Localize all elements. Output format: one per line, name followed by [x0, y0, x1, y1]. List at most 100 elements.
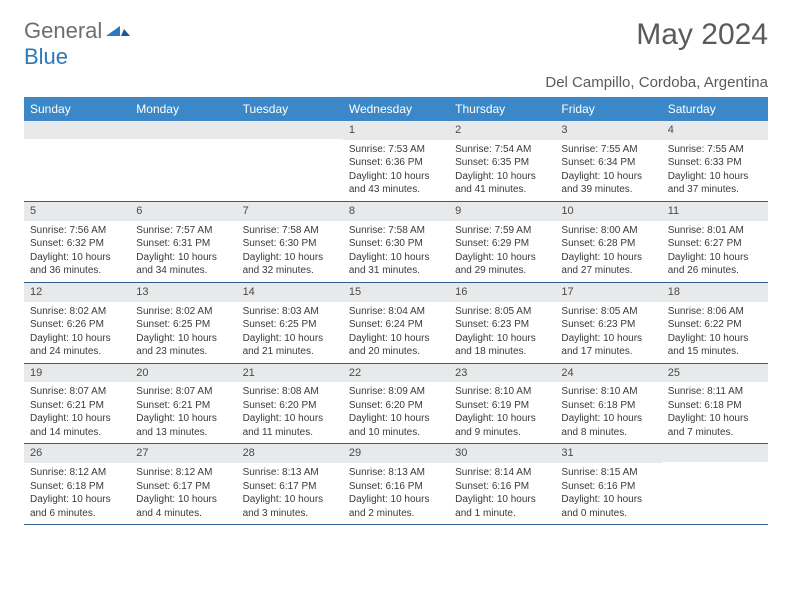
sunset-line: Sunset: 6:36 PM — [349, 156, 443, 170]
day-content: Sunrise: 8:06 AMSunset: 6:22 PMDaylight:… — [662, 302, 768, 363]
sunset-line: Sunset: 6:17 PM — [136, 480, 230, 494]
sunrise-line: Sunrise: 8:05 AM — [455, 305, 549, 319]
day-number: 20 — [130, 364, 236, 383]
sunrise-line: Sunrise: 7:55 AM — [668, 143, 762, 157]
day-number: 15 — [343, 283, 449, 302]
day-content: Sunrise: 8:13 AMSunset: 6:16 PMDaylight:… — [343, 463, 449, 524]
sunrise-line: Sunrise: 8:01 AM — [668, 224, 762, 238]
day-cell: 23Sunrise: 8:10 AMSunset: 6:19 PMDayligh… — [449, 364, 555, 444]
header: GeneralBlue May 2024 — [24, 18, 768, 70]
sunset-line: Sunset: 6:27 PM — [668, 237, 762, 251]
daylight-line: Daylight: 10 hours and 24 minutes. — [30, 332, 124, 359]
daylight-line: Daylight: 10 hours and 37 minutes. — [668, 170, 762, 197]
day-cell: 4Sunrise: 7:55 AMSunset: 6:33 PMDaylight… — [662, 121, 768, 201]
weekday-header: Saturday — [662, 97, 768, 121]
day-cell: 9Sunrise: 7:59 AMSunset: 6:29 PMDaylight… — [449, 202, 555, 282]
day-number: 21 — [237, 364, 343, 383]
day-number: 12 — [24, 283, 130, 302]
location-subtitle: Del Campillo, Cordoba, Argentina — [24, 74, 768, 91]
day-cell: 12Sunrise: 8:02 AMSunset: 6:26 PMDayligh… — [24, 283, 130, 363]
day-number: 8 — [343, 202, 449, 221]
sunset-line: Sunset: 6:23 PM — [561, 318, 655, 332]
day-number: 28 — [237, 444, 343, 463]
daylight-line: Daylight: 10 hours and 23 minutes. — [136, 332, 230, 359]
sunrise-line: Sunrise: 7:58 AM — [349, 224, 443, 238]
day-cell: 14Sunrise: 8:03 AMSunset: 6:25 PMDayligh… — [237, 283, 343, 363]
day-content: Sunrise: 8:05 AMSunset: 6:23 PMDaylight:… — [555, 302, 661, 363]
sunrise-line: Sunrise: 8:12 AM — [30, 466, 124, 480]
day-content: Sunrise: 8:02 AMSunset: 6:25 PMDaylight:… — [130, 302, 236, 363]
day-content: Sunrise: 8:03 AMSunset: 6:25 PMDaylight:… — [237, 302, 343, 363]
daylight-line: Daylight: 10 hours and 29 minutes. — [455, 251, 549, 278]
daylight-line: Daylight: 10 hours and 34 minutes. — [136, 251, 230, 278]
day-number: 1 — [343, 121, 449, 140]
sunset-line: Sunset: 6:24 PM — [349, 318, 443, 332]
day-number: 10 — [555, 202, 661, 221]
day-content: Sunrise: 8:10 AMSunset: 6:18 PMDaylight:… — [555, 382, 661, 443]
sunrise-line: Sunrise: 8:05 AM — [561, 305, 655, 319]
daylight-line: Daylight: 10 hours and 11 minutes. — [243, 412, 337, 439]
sunrise-line: Sunrise: 8:10 AM — [561, 385, 655, 399]
empty-day-bar — [130, 121, 236, 139]
day-cell: 2Sunrise: 7:54 AMSunset: 6:35 PMDaylight… — [449, 121, 555, 201]
day-cell: 1Sunrise: 7:53 AMSunset: 6:36 PMDaylight… — [343, 121, 449, 201]
day-number: 23 — [449, 364, 555, 383]
page-title: May 2024 — [636, 18, 768, 52]
sunrise-line: Sunrise: 8:08 AM — [243, 385, 337, 399]
day-number: 6 — [130, 202, 236, 221]
day-number: 16 — [449, 283, 555, 302]
day-content: Sunrise: 7:55 AMSunset: 6:33 PMDaylight:… — [662, 140, 768, 201]
day-cell: 24Sunrise: 8:10 AMSunset: 6:18 PMDayligh… — [555, 364, 661, 444]
day-number: 2 — [449, 121, 555, 140]
sunset-line: Sunset: 6:33 PM — [668, 156, 762, 170]
weekday-header: Wednesday — [343, 97, 449, 121]
weekday-header-row: SundayMondayTuesdayWednesdayThursdayFrid… — [24, 97, 768, 121]
day-number: 13 — [130, 283, 236, 302]
day-content: Sunrise: 7:57 AMSunset: 6:31 PMDaylight:… — [130, 221, 236, 282]
day-content: Sunrise: 8:13 AMSunset: 6:17 PMDaylight:… — [237, 463, 343, 524]
week-row: 12Sunrise: 8:02 AMSunset: 6:26 PMDayligh… — [24, 283, 768, 364]
day-number: 30 — [449, 444, 555, 463]
week-row: 1Sunrise: 7:53 AMSunset: 6:36 PMDaylight… — [24, 121, 768, 202]
day-cell: 15Sunrise: 8:04 AMSunset: 6:24 PMDayligh… — [343, 283, 449, 363]
daylight-line: Daylight: 10 hours and 41 minutes. — [455, 170, 549, 197]
daylight-line: Daylight: 10 hours and 7 minutes. — [668, 412, 762, 439]
day-cell: 19Sunrise: 8:07 AMSunset: 6:21 PMDayligh… — [24, 364, 130, 444]
empty-day-bar — [24, 121, 130, 139]
daylight-line: Daylight: 10 hours and 8 minutes. — [561, 412, 655, 439]
sunset-line: Sunset: 6:20 PM — [243, 399, 337, 413]
sunrise-line: Sunrise: 8:07 AM — [136, 385, 230, 399]
day-cell: 25Sunrise: 8:11 AMSunset: 6:18 PMDayligh… — [662, 364, 768, 444]
sunrise-line: Sunrise: 7:56 AM — [30, 224, 124, 238]
day-content: Sunrise: 7:54 AMSunset: 6:35 PMDaylight:… — [449, 140, 555, 201]
day-content: Sunrise: 7:59 AMSunset: 6:29 PMDaylight:… — [449, 221, 555, 282]
day-cell: 6Sunrise: 7:57 AMSunset: 6:31 PMDaylight… — [130, 202, 236, 282]
day-cell: 28Sunrise: 8:13 AMSunset: 6:17 PMDayligh… — [237, 444, 343, 524]
day-number: 29 — [343, 444, 449, 463]
day-content: Sunrise: 7:55 AMSunset: 6:34 PMDaylight:… — [555, 140, 661, 201]
day-cell: 18Sunrise: 8:06 AMSunset: 6:22 PMDayligh… — [662, 283, 768, 363]
day-content: Sunrise: 8:15 AMSunset: 6:16 PMDaylight:… — [555, 463, 661, 524]
day-content: Sunrise: 8:05 AMSunset: 6:23 PMDaylight:… — [449, 302, 555, 363]
sunset-line: Sunset: 6:22 PM — [668, 318, 762, 332]
daylight-line: Daylight: 10 hours and 9 minutes. — [455, 412, 549, 439]
day-cell: 17Sunrise: 8:05 AMSunset: 6:23 PMDayligh… — [555, 283, 661, 363]
day-content: Sunrise: 7:56 AMSunset: 6:32 PMDaylight:… — [24, 221, 130, 282]
sunset-line: Sunset: 6:30 PM — [243, 237, 337, 251]
day-number: 22 — [343, 364, 449, 383]
weekday-header: Tuesday — [237, 97, 343, 121]
day-number: 26 — [24, 444, 130, 463]
day-number: 25 — [662, 364, 768, 383]
sunset-line: Sunset: 6:25 PM — [243, 318, 337, 332]
week-row: 26Sunrise: 8:12 AMSunset: 6:18 PMDayligh… — [24, 444, 768, 525]
day-cell: 30Sunrise: 8:14 AMSunset: 6:16 PMDayligh… — [449, 444, 555, 524]
day-cell — [130, 121, 236, 201]
sunset-line: Sunset: 6:17 PM — [243, 480, 337, 494]
brand-mark-icon — [106, 18, 132, 44]
sunset-line: Sunset: 6:30 PM — [349, 237, 443, 251]
sunrise-line: Sunrise: 8:00 AM — [561, 224, 655, 238]
day-cell: 16Sunrise: 8:05 AMSunset: 6:23 PMDayligh… — [449, 283, 555, 363]
day-cell — [237, 121, 343, 201]
day-cell: 29Sunrise: 8:13 AMSunset: 6:16 PMDayligh… — [343, 444, 449, 524]
day-number: 3 — [555, 121, 661, 140]
